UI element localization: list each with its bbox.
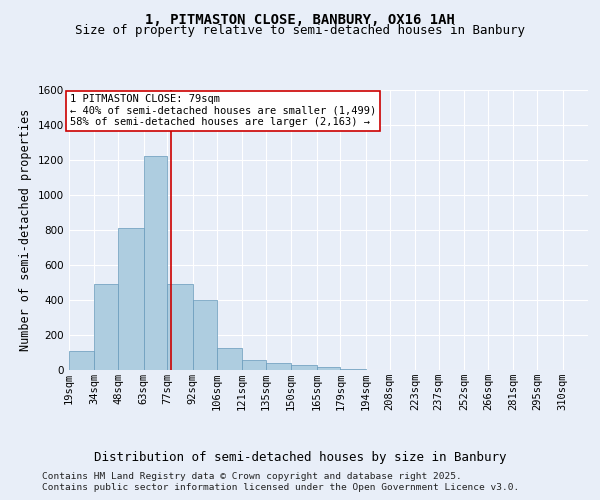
Bar (266, 363, 291, 370)
Bar (242, 360, 266, 370)
Bar (94, 284, 118, 370)
Bar (193, 300, 217, 370)
Bar (167, 284, 193, 370)
Text: Contains public sector information licensed under the Open Government Licence v3: Contains public sector information licen… (42, 484, 519, 492)
Y-axis label: Number of semi-detached properties: Number of semi-detached properties (19, 109, 32, 351)
Text: Contains HM Land Registry data © Crown copyright and database right 2025.: Contains HM Land Registry data © Crown c… (42, 472, 462, 481)
Bar (291, 365, 317, 370)
Text: Size of property relative to semi-detached houses in Banbury: Size of property relative to semi-detach… (75, 24, 525, 37)
Bar (340, 369, 366, 370)
Bar (69, 351, 94, 370)
Bar (118, 228, 143, 370)
Bar (317, 368, 340, 370)
Text: Distribution of semi-detached houses by size in Banbury: Distribution of semi-detached houses by … (94, 451, 506, 464)
Bar (143, 156, 167, 370)
Text: 1 PITMASTON CLOSE: 79sqm
← 40% of semi-detached houses are smaller (1,499)
58% o: 1 PITMASTON CLOSE: 79sqm ← 40% of semi-d… (70, 94, 376, 128)
Text: 1, PITMASTON CLOSE, BANBURY, OX16 1AH: 1, PITMASTON CLOSE, BANBURY, OX16 1AH (145, 12, 455, 26)
Bar (217, 348, 242, 370)
